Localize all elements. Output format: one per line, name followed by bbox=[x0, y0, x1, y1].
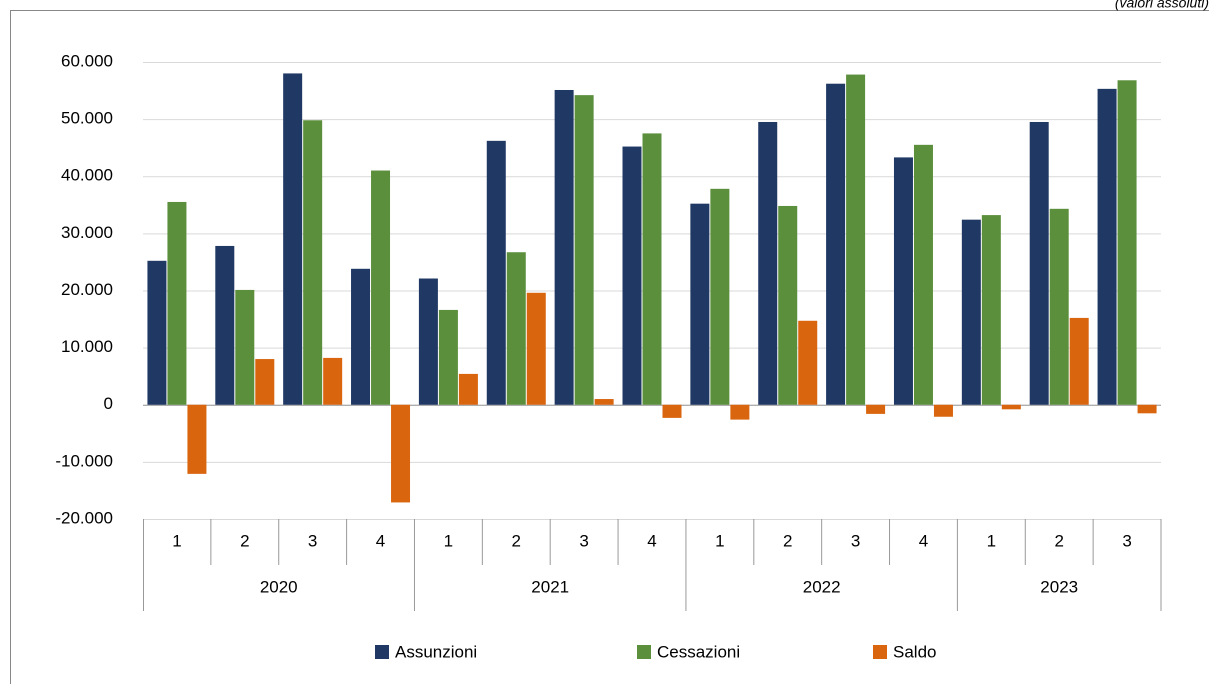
bar bbox=[933, 404, 953, 417]
bar bbox=[662, 404, 682, 418]
x-tick-label: 2 bbox=[1054, 531, 1063, 550]
x-tick-label: 2 bbox=[240, 531, 249, 550]
x-tick-label: 1 bbox=[444, 531, 453, 550]
y-tick-label: 0 bbox=[104, 394, 113, 413]
bar bbox=[371, 170, 391, 405]
year-label: 2020 bbox=[260, 577, 298, 596]
y-tick-label: 10.000 bbox=[61, 337, 113, 356]
legend-label: Cessazioni bbox=[657, 642, 740, 661]
bar bbox=[255, 359, 275, 405]
bar bbox=[167, 201, 187, 405]
legend-swatch bbox=[873, 645, 887, 659]
y-tick-label: 40.000 bbox=[61, 166, 113, 185]
bar bbox=[458, 373, 478, 405]
x-tick-label: 3 bbox=[1122, 531, 1131, 550]
bar bbox=[215, 245, 235, 405]
x-tick-label: 3 bbox=[579, 531, 588, 550]
y-tick-label: 60.000 bbox=[61, 51, 113, 70]
bar bbox=[1097, 88, 1117, 405]
bar bbox=[438, 309, 458, 405]
bar bbox=[594, 399, 614, 405]
year-label: 2023 bbox=[1040, 577, 1078, 596]
bar bbox=[690, 203, 710, 405]
bar bbox=[961, 219, 981, 405]
bar bbox=[506, 252, 526, 405]
bar bbox=[1137, 404, 1157, 414]
x-tick-label: 4 bbox=[376, 531, 385, 550]
legend-swatch bbox=[637, 645, 651, 659]
x-tick-label: 1 bbox=[987, 531, 996, 550]
bar bbox=[323, 357, 343, 405]
bar bbox=[554, 89, 574, 405]
bar bbox=[981, 215, 1001, 405]
bar bbox=[730, 404, 750, 420]
bar bbox=[826, 83, 846, 405]
bar bbox=[893, 157, 913, 405]
x-tick-label: 4 bbox=[919, 531, 928, 550]
bar bbox=[391, 404, 411, 503]
legend-label: Saldo bbox=[893, 642, 936, 661]
bar bbox=[351, 268, 371, 405]
x-tick-label: 1 bbox=[715, 531, 724, 550]
y-tick-label: 30.000 bbox=[61, 223, 113, 242]
legend-swatch bbox=[375, 645, 389, 659]
y-tick-label: -10.000 bbox=[55, 451, 113, 470]
x-tick-label: 3 bbox=[851, 531, 860, 550]
x-tick-label: 3 bbox=[308, 531, 317, 550]
x-tick-label: 1 bbox=[172, 531, 181, 550]
bar bbox=[526, 292, 546, 405]
y-tick-label: 20.000 bbox=[61, 280, 113, 299]
bar bbox=[187, 404, 207, 474]
bar bbox=[1001, 404, 1021, 410]
x-tick-label: 2 bbox=[512, 531, 521, 550]
annotation: (valori assoluti) bbox=[1115, 0, 1209, 11]
bar bbox=[913, 144, 933, 405]
bar bbox=[1069, 317, 1089, 405]
bar bbox=[235, 289, 255, 405]
bar bbox=[710, 188, 730, 405]
bar bbox=[1117, 80, 1137, 405]
bar bbox=[846, 74, 866, 405]
bar bbox=[798, 320, 818, 405]
bar bbox=[574, 95, 594, 405]
bar bbox=[1029, 121, 1049, 405]
year-label: 2022 bbox=[803, 577, 841, 596]
bar bbox=[486, 140, 506, 405]
bar bbox=[418, 278, 438, 405]
bar bbox=[778, 205, 798, 405]
bar bbox=[866, 404, 886, 414]
legend-label: Assunzioni bbox=[395, 642, 477, 661]
y-tick-label: -20.000 bbox=[55, 508, 113, 527]
bar bbox=[642, 133, 662, 405]
bar bbox=[303, 120, 323, 405]
chart-border bbox=[10, 10, 1209, 684]
bar bbox=[1049, 208, 1069, 405]
y-tick-label: 50.000 bbox=[61, 109, 113, 128]
year-label: 2021 bbox=[531, 577, 569, 596]
bar bbox=[283, 73, 303, 405]
bar bbox=[622, 146, 642, 405]
x-tick-label: 2 bbox=[783, 531, 792, 550]
bar bbox=[758, 121, 778, 405]
bar bbox=[147, 260, 167, 405]
x-tick-label: 4 bbox=[647, 531, 656, 550]
